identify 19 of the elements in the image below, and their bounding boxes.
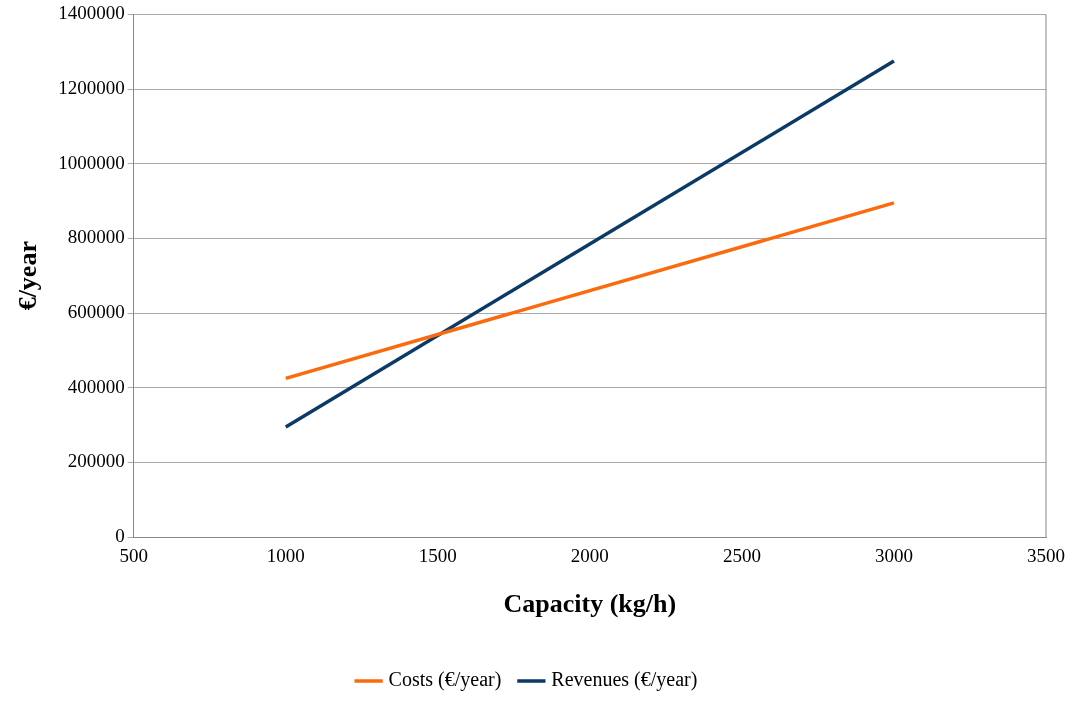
x-tick-label: 500	[119, 545, 148, 567]
x-tick-label: 3000	[874, 545, 913, 567]
y-tick-label: 1000000	[58, 151, 125, 173]
y-tick-label: 200000	[67, 450, 125, 472]
x-tick-label: 1500	[418, 545, 457, 567]
x-tick-label: 1000	[266, 545, 305, 567]
y-tick-label: 1400000	[58, 2, 125, 24]
legend-label: Revenues (€/year)	[551, 668, 698, 692]
y-tick-label: 0	[115, 524, 125, 546]
x-tick-label: 2500	[722, 545, 761, 567]
y-tick-label: 400000	[67, 375, 125, 397]
legend-label: Costs (€/year)	[388, 668, 502, 692]
y-axis-title: €/year	[13, 241, 43, 311]
y-tick-label: 600000	[67, 301, 125, 323]
y-tick-label: 1200000	[58, 77, 125, 99]
y-tick-label: 800000	[67, 226, 125, 248]
x-axis-title: Capacity (kg/h)	[503, 589, 677, 619]
x-tick-label: 3500	[1027, 545, 1065, 567]
x-tick-label: 2000	[570, 545, 609, 567]
